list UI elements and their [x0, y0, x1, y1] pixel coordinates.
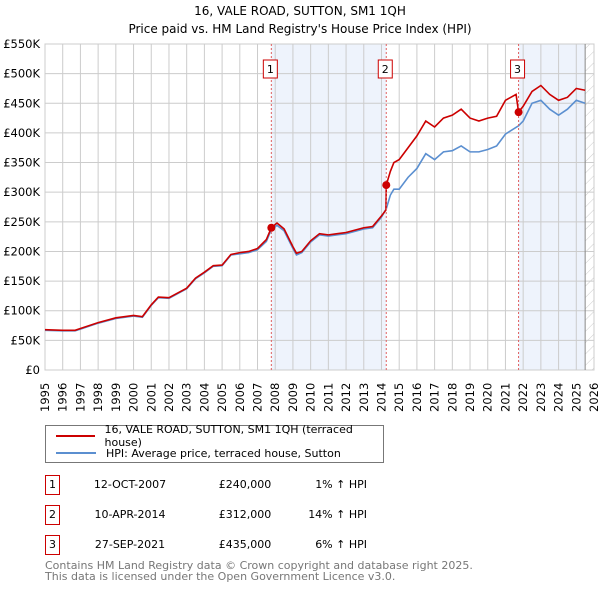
x-tick-label: 1999	[109, 383, 123, 412]
legend-red-line-icon	[56, 435, 95, 437]
plot-frame	[44, 43, 595, 371]
x-tick-label: 2007	[251, 383, 265, 412]
legend: 16, VALE ROAD, SUTTON, SM1 1QH (terraced…	[45, 423, 384, 463]
sale-label: 2	[382, 63, 389, 76]
x-tick-label: 2023	[534, 383, 548, 412]
transaction-hpi: 14% ↑ HPI	[308, 508, 367, 521]
sale-point	[267, 223, 276, 232]
y-tick-label: £250K	[3, 215, 40, 229]
chart-subtitle: Price paid vs. HM Land Registry's House …	[128, 22, 471, 36]
y-tick-label: £50K	[11, 333, 41, 347]
transaction-hpi: 6% ↑ HPI	[315, 538, 367, 551]
transaction-hpi: 1% ↑ HPI	[315, 478, 367, 491]
x-tick-label: 2014	[374, 383, 388, 412]
x-tick-label: 2024	[552, 383, 566, 412]
x-tick-label: 2013	[357, 383, 371, 412]
x-tick-label: 2009	[286, 383, 300, 412]
sale-point	[514, 108, 523, 117]
chart-title: 16, VALE ROAD, SUTTON, SM1 1QH	[194, 4, 406, 18]
x-tick-label: 2021	[498, 383, 512, 412]
y-tick-label: £100K	[3, 304, 40, 318]
legend-label: HPI: Average price, terraced house, Sutt…	[106, 446, 341, 460]
y-tick-label: £150K	[3, 274, 40, 288]
legend-item-hpi: HPI: Average price, terraced house, Sutt…	[56, 445, 341, 461]
sale-label-box	[377, 59, 393, 79]
legend-label: 16, VALE ROAD, SUTTON, SM1 1QH (terraced…	[104, 423, 353, 449]
x-tick-label: 2010	[304, 383, 318, 412]
transaction-date: 10-APR-2014	[94, 508, 166, 521]
x-tick-label: 2001	[144, 383, 158, 412]
x-tick-label: 2008	[268, 383, 282, 412]
sale-label-box	[510, 59, 526, 79]
x-tick-label: 2006	[233, 383, 247, 412]
sale-label: 1	[267, 63, 274, 76]
transaction-row: 3 27-SEP-2021 £435,000 6% ↑ HPI	[45, 535, 385, 555]
legend-item-property: 16, VALE ROAD, SUTTON, SM1 1QH (terraced…	[56, 423, 383, 449]
transaction-marker: 1	[45, 475, 60, 495]
sale-label: 3	[514, 63, 521, 76]
transaction-row: 1 12-OCT-2007 £240,000 1% ↑ HPI	[45, 475, 385, 495]
transaction-marker: 3	[45, 535, 60, 555]
y-tick-label: £550K	[3, 37, 40, 51]
footer: Contains HM Land Registry data © Crown c…	[45, 560, 473, 582]
shaded-period	[518, 44, 586, 370]
transaction-date: 12-OCT-2007	[93, 478, 167, 491]
x-tick-label: 1998	[91, 383, 105, 412]
transaction-row: 2 10-APR-2014 £312,000 14% ↑ HPI	[45, 505, 385, 525]
transaction-price: £435,000	[218, 538, 272, 551]
x-tick-label: 1996	[56, 383, 70, 412]
sale-label-box	[262, 59, 278, 79]
x-tick-label: 2015	[392, 383, 406, 412]
x-tick-label: 2012	[339, 383, 353, 412]
x-tick-label: 1997	[73, 383, 87, 412]
x-tick-label: 2022	[516, 383, 530, 412]
transaction-date: 27-SEP-2021	[94, 538, 166, 551]
x-tick-label: 2011	[321, 383, 335, 412]
y-tick-label: £450K	[3, 96, 40, 110]
x-tick-label: 2020	[481, 383, 495, 412]
transaction-price: £312,000	[218, 508, 272, 521]
y-tick-label: £200K	[3, 244, 40, 258]
property-line	[44, 84, 586, 332]
y-tick-label: £500K	[3, 67, 40, 81]
x-tick-label: 2018	[445, 383, 459, 412]
footer-line: Contains HM Land Registry data © Crown c…	[45, 559, 473, 572]
price-chart: 16, VALE ROAD, SUTTON, SM1 1QH Price pai…	[3, 4, 600, 412]
x-tick-label: 2017	[428, 383, 442, 412]
transaction-marker: 2	[45, 505, 60, 525]
x-tick-label: 2016	[410, 383, 424, 412]
x-tick-label: 2005	[215, 383, 229, 412]
y-tick-label: £350K	[3, 156, 40, 170]
x-tick-label: 2000	[127, 383, 141, 412]
y-tick-label: £300K	[3, 185, 40, 199]
x-tick-label: 2003	[180, 383, 194, 412]
x-tick-label: 2025	[569, 383, 583, 412]
sale-point	[382, 181, 391, 190]
y-tick-label: £0	[25, 363, 40, 377]
x-tick-label: 2026	[587, 383, 600, 412]
transaction-price: £240,000	[218, 478, 272, 491]
x-tick-label: 2004	[197, 383, 211, 412]
x-tick-label: 1995	[38, 383, 52, 412]
x-tick-label: 2019	[463, 383, 477, 412]
footer-line: This data is licensed under the Open Gov…	[45, 570, 396, 583]
future-hatch	[585, 44, 594, 370]
x-tick-label: 2002	[162, 383, 176, 412]
legend-blue-line-icon	[56, 452, 96, 454]
y-tick-label: £400K	[3, 126, 40, 140]
